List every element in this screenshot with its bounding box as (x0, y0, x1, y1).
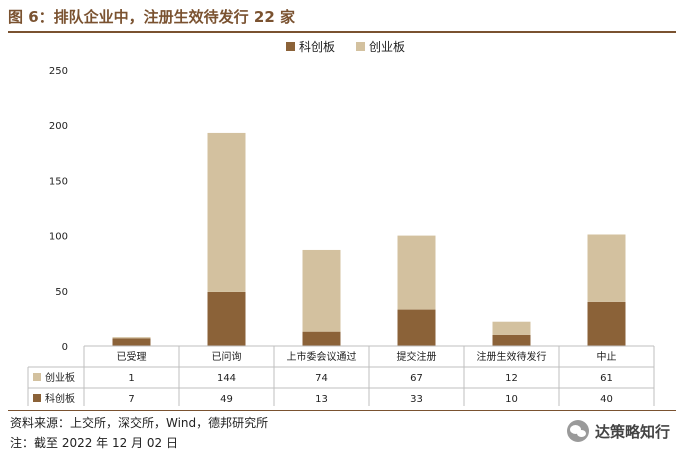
table-swatch-1 (33, 394, 41, 402)
bar-0-2 (302, 331, 341, 346)
bar-1-1 (207, 132, 246, 292)
table-cell: 7 (128, 394, 134, 405)
y-tick-label: 200 (49, 121, 68, 132)
footer-rule (8, 410, 676, 411)
y-tick-label: 250 (49, 66, 68, 77)
y-tick-label: 100 (49, 232, 68, 243)
category-label: 上市委会议通过 (287, 350, 357, 363)
bar-1-0 (112, 337, 151, 339)
bar-0-3 (397, 309, 436, 346)
table-cell: 49 (220, 394, 233, 405)
title-rule (8, 31, 676, 33)
table-cell: 144 (217, 373, 236, 384)
brand-text: 达策略知行 (594, 422, 670, 441)
bar-1-5 (587, 234, 626, 302)
table-cell: 1 (128, 373, 134, 384)
bar-1-2 (302, 249, 341, 332)
table-row-label: 科创板 (45, 392, 75, 405)
note-text: 注：截至 2022 年 12 月 02 日 (10, 436, 178, 450)
bar-1-4 (492, 321, 531, 335)
table-row-label: 创业板 (45, 371, 75, 384)
brand: 达策略知行 (566, 420, 670, 442)
category-label: 注册生效待发行 (477, 350, 547, 363)
category-label: 提交注册 (397, 350, 437, 363)
table-swatch-0 (33, 373, 41, 381)
legend-label-0: 科创板 (299, 40, 335, 54)
table-cell: 40 (600, 394, 613, 405)
legend-swatch-1 (356, 42, 365, 51)
category-label: 已受理 (117, 351, 147, 363)
category-label: 中止 (597, 350, 617, 363)
table-cell: 67 (410, 373, 423, 384)
bar-1-3 (397, 235, 436, 310)
table-cell: 13 (315, 394, 328, 405)
table-cell: 61 (600, 373, 613, 384)
legend-label-1: 创业板 (369, 40, 405, 54)
bar-0-5 (587, 301, 626, 346)
category-label: 已问询 (212, 350, 242, 363)
table-cell: 12 (505, 373, 518, 384)
y-tick-label: 0 (62, 342, 68, 353)
figure-title: 图 6：排队企业中，注册生效待发行 22 家 (8, 8, 295, 26)
source-text: 资料来源：上交所，深交所，Wind，德邦研究所 (10, 416, 269, 430)
legend-swatch-0 (286, 42, 295, 51)
y-tick-label: 150 (49, 176, 68, 187)
table-cell: 33 (410, 394, 423, 405)
y-tick-label: 50 (55, 287, 68, 298)
bar-0-4 (492, 334, 531, 346)
bar-0-0 (112, 338, 151, 346)
table-cell: 74 (315, 373, 328, 384)
wechat-icon (566, 420, 589, 442)
table-cell: 10 (505, 394, 518, 405)
bar-0-1 (207, 291, 246, 346)
